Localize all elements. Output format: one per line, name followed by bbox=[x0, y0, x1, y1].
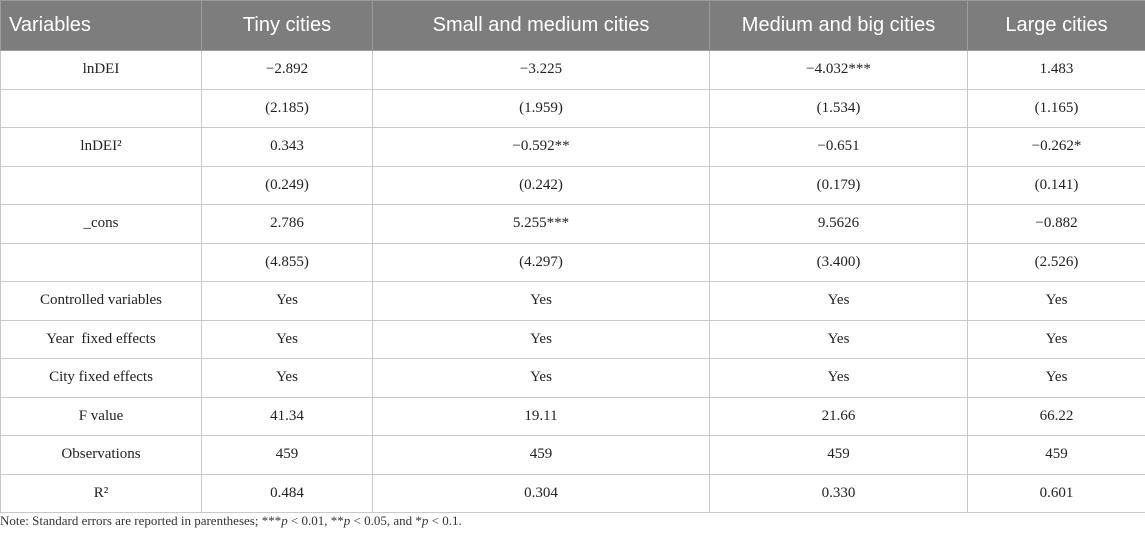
table-cell: (1.534) bbox=[709, 88, 968, 128]
table-cell: Yes bbox=[372, 281, 710, 321]
row-label: _cons bbox=[0, 204, 202, 244]
table-cell: 0.601 bbox=[967, 473, 1145, 513]
table-cell: 19.11 bbox=[372, 396, 710, 436]
header-small-medium-cities: Small and medium cities bbox=[372, 0, 710, 51]
table-row: F value 41.34 19.11 21.66 66.22 bbox=[0, 396, 1145, 436]
note-prefix: Note: Standard errors are reported in pa… bbox=[0, 513, 282, 528]
table-cell: (2.185) bbox=[201, 88, 373, 128]
table-cell: (2.526) bbox=[967, 242, 1145, 282]
table-cell: Yes bbox=[967, 319, 1145, 359]
table-cell: Yes bbox=[201, 358, 373, 398]
regression-table: Variables Tiny cities Small and medium c… bbox=[0, 0, 1145, 513]
table-note: Note: Standard errors are reported in pa… bbox=[0, 513, 462, 529]
table-row: City fixed effects Yes Yes Yes Yes bbox=[0, 358, 1145, 398]
note-p-symbol: p bbox=[343, 513, 351, 528]
header-tiny-cities: Tiny cities bbox=[201, 0, 373, 51]
table-cell: 5.255*** bbox=[372, 204, 710, 244]
table-cell: 459 bbox=[372, 435, 710, 475]
table-cell: 0.343 bbox=[201, 127, 373, 167]
table-cell: (0.242) bbox=[372, 165, 710, 205]
table-row: Controlled variables Yes Yes Yes Yes bbox=[0, 281, 1145, 321]
row-label: City fixed effects bbox=[0, 358, 202, 398]
table-cell: 0.484 bbox=[201, 473, 373, 513]
table-cell: (0.141) bbox=[967, 165, 1145, 205]
row-label: lnDEI² bbox=[0, 127, 202, 167]
table-cell: 41.34 bbox=[201, 396, 373, 436]
table-cell: Yes bbox=[709, 358, 968, 398]
table-row: R² 0.484 0.304 0.330 0.601 bbox=[0, 473, 1145, 513]
table-cell: 459 bbox=[967, 435, 1145, 475]
table-cell: Yes bbox=[709, 319, 968, 359]
table-cell: 1.483 bbox=[967, 50, 1145, 90]
table-cell: Yes bbox=[372, 319, 710, 359]
table-body: lnDEI −2.892 −3.225 −4.032*** 1.483 (2.1… bbox=[0, 50, 1145, 513]
table-cell: −4.032*** bbox=[709, 50, 968, 90]
table-row: Year fixed effects Yes Yes Yes Yes bbox=[0, 319, 1145, 359]
table-row: lnDEI −2.892 −3.225 −4.032*** 1.483 bbox=[0, 50, 1145, 90]
table-cell: (4.297) bbox=[372, 242, 710, 282]
table-cell: 21.66 bbox=[709, 396, 968, 436]
header-variables: Variables bbox=[0, 0, 202, 51]
table-row: (0.249) (0.242) (0.179) (0.141) bbox=[0, 165, 1145, 205]
note-p-symbol: p bbox=[421, 513, 429, 528]
table-cell: −0.592** bbox=[372, 127, 710, 167]
table-cell: −0.651 bbox=[709, 127, 968, 167]
table-cell: 459 bbox=[709, 435, 968, 475]
row-label bbox=[0, 88, 202, 128]
table-row: _cons 2.786 5.255*** 9.5626 −0.882 bbox=[0, 204, 1145, 244]
note-suffix: < 0.1. bbox=[428, 513, 462, 528]
row-label: lnDEI bbox=[0, 50, 202, 90]
note-p-symbol: p bbox=[281, 513, 288, 528]
table-cell: Yes bbox=[967, 358, 1145, 398]
table-cell: Yes bbox=[201, 319, 373, 359]
table-cell: −0.882 bbox=[967, 204, 1145, 244]
table-cell: −2.892 bbox=[201, 50, 373, 90]
row-label: Year fixed effects bbox=[0, 319, 202, 359]
table-cell: (1.165) bbox=[967, 88, 1145, 128]
table-cell: 0.330 bbox=[709, 473, 968, 513]
header-large-cities: Large cities bbox=[967, 0, 1145, 51]
table-cell: 2.786 bbox=[201, 204, 373, 244]
row-label: Controlled variables bbox=[0, 281, 202, 321]
table-cell: −3.225 bbox=[372, 50, 710, 90]
table-cell: (0.249) bbox=[201, 165, 373, 205]
table-cell: 9.5626 bbox=[709, 204, 968, 244]
table-cell: Yes bbox=[372, 358, 710, 398]
note-threshold: < 0.01, ** bbox=[287, 513, 344, 528]
table-cell: Yes bbox=[967, 281, 1145, 321]
header-row: Variables Tiny cities Small and medium c… bbox=[0, 0, 1145, 51]
table-cell: 459 bbox=[201, 435, 373, 475]
table-header: Variables Tiny cities Small and medium c… bbox=[0, 0, 1145, 51]
row-label: R² bbox=[0, 473, 202, 513]
header-medium-big-cities: Medium and big cities bbox=[709, 0, 968, 51]
table-cell: −0.262* bbox=[967, 127, 1145, 167]
table-row: Observations 459 459 459 459 bbox=[0, 435, 1145, 475]
note-threshold: < 0.05, and * bbox=[350, 513, 422, 528]
table-cell: (4.855) bbox=[201, 242, 373, 282]
row-label bbox=[0, 165, 202, 205]
row-label: Observations bbox=[0, 435, 202, 475]
table-cell: Yes bbox=[201, 281, 373, 321]
table-row: lnDEI² 0.343 −0.592** −0.651 −0.262* bbox=[0, 127, 1145, 167]
table-cell: Yes bbox=[709, 281, 968, 321]
table-row: (4.855) (4.297) (3.400) (2.526) bbox=[0, 242, 1145, 282]
table-cell: (3.400) bbox=[709, 242, 968, 282]
table-cell: 66.22 bbox=[967, 396, 1145, 436]
table-cell: (0.179) bbox=[709, 165, 968, 205]
table-cell: (1.959) bbox=[372, 88, 710, 128]
table-cell: 0.304 bbox=[372, 473, 710, 513]
row-label bbox=[0, 242, 202, 282]
table-row: (2.185) (1.959) (1.534) (1.165) bbox=[0, 88, 1145, 128]
row-label: F value bbox=[0, 396, 202, 436]
